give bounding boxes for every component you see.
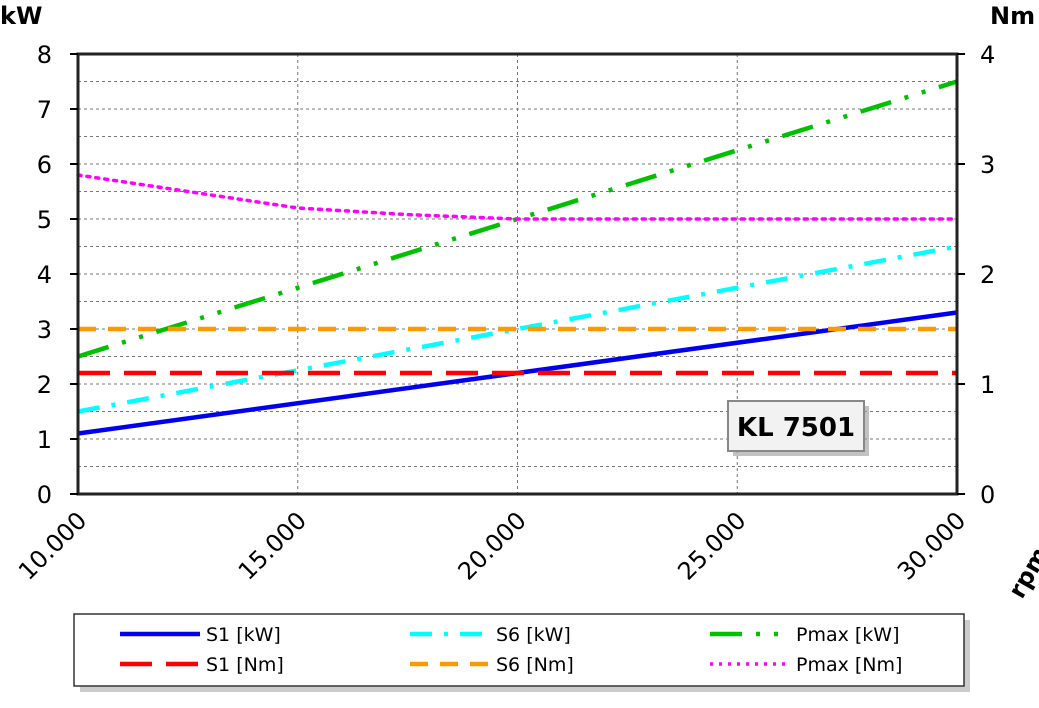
x-tick-label: 20.000 — [453, 506, 532, 585]
x-tick-label: 15.000 — [233, 506, 312, 585]
y-left-tick-label: 4 — [37, 261, 52, 289]
y-right-tick-label: 1 — [980, 371, 995, 399]
legend-label: Pmax [Nm] — [796, 654, 902, 676]
x-tick-label: 25.000 — [672, 506, 751, 585]
x-tick-label: 10.000 — [13, 506, 92, 585]
y-left-tick-label: 1 — [37, 426, 52, 454]
legend-label: S1 [Nm] — [206, 654, 284, 676]
y-right-unit-label: Nm — [990, 2, 1035, 30]
y-left-tick-label: 2 — [37, 371, 52, 399]
y-left-unit-label: kW — [0, 2, 42, 30]
y-left-tick-label: 0 — [37, 481, 52, 509]
legend-label: S6 [kW] — [496, 624, 571, 646]
y-left-tick-label: 3 — [37, 316, 52, 344]
model-badge-text: KL 7501 — [737, 413, 855, 443]
series-line-pmax-kw — [77, 79, 958, 359]
y-right-tick-label: 0 — [980, 481, 995, 509]
grid — [78, 54, 957, 494]
y-right-tick-label: 2 — [980, 261, 995, 289]
y-left-tick-label: 5 — [37, 206, 52, 234]
y-left-tick-label: 7 — [37, 96, 52, 124]
model-badge: KL 7501 — [727, 400, 869, 456]
legend: S1 [kW] S6 [kW] Pmax [kW] S1 [Nm] S6 [Nm] Pma… — [73, 613, 970, 692]
y-right-tick-label: 3 — [980, 151, 995, 179]
x-unit-label: rpm — [1003, 542, 1039, 603]
x-tick-label: 30.000 — [892, 506, 971, 585]
y-left-tick-label: 6 — [37, 151, 52, 179]
legend-label: S6 [Nm] — [496, 654, 574, 676]
legend-label: Pmax [kW] — [796, 624, 900, 646]
axis-ticks: 10.000 15.000 20.000 25.000 30.000 0 1 2 3 4 5 6 7 8 0… — [13, 41, 995, 586]
y-right-tick-label: 4 — [980, 41, 995, 69]
series-lines — [76, 79, 959, 436]
y-left-tick-label: 8 — [37, 41, 52, 69]
series-line-pmax-nm — [76, 173, 959, 221]
legend-label: S1 [kW] — [206, 624, 281, 646]
